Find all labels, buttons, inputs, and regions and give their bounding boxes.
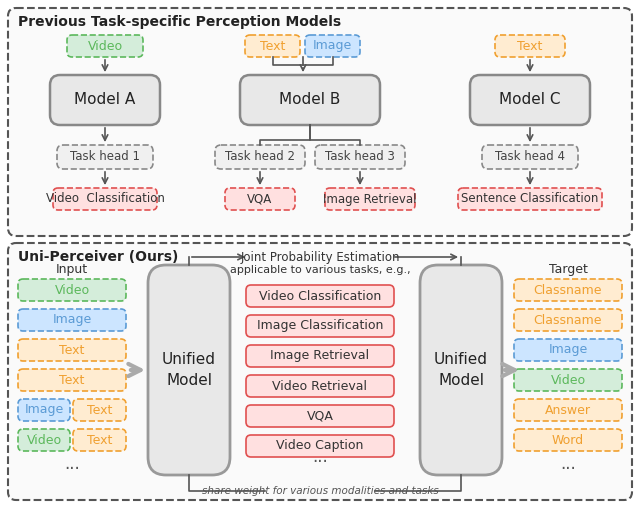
FancyBboxPatch shape [8, 8, 632, 236]
Text: Task head 4: Task head 4 [495, 150, 565, 164]
Text: Target: Target [548, 264, 588, 276]
Text: Image: Image [52, 313, 92, 327]
FancyBboxPatch shape [8, 243, 632, 500]
FancyBboxPatch shape [225, 188, 295, 210]
Text: Image Classification: Image Classification [257, 320, 383, 333]
FancyBboxPatch shape [18, 339, 126, 361]
Text: share weight for various modalities and tasks: share weight for various modalities and … [202, 486, 438, 496]
FancyBboxPatch shape [514, 279, 622, 301]
Text: Uni-Perceiver (Ours): Uni-Perceiver (Ours) [18, 250, 179, 264]
FancyBboxPatch shape [458, 188, 602, 210]
FancyBboxPatch shape [53, 188, 157, 210]
Text: VQA: VQA [307, 409, 333, 423]
FancyBboxPatch shape [246, 435, 394, 457]
Text: Image: Image [548, 343, 588, 357]
FancyBboxPatch shape [73, 399, 126, 421]
FancyBboxPatch shape [18, 279, 126, 301]
FancyBboxPatch shape [514, 339, 622, 361]
FancyBboxPatch shape [57, 145, 153, 169]
FancyBboxPatch shape [495, 35, 565, 57]
Text: Classname: Classname [534, 313, 602, 327]
Text: Text: Text [517, 40, 543, 52]
FancyBboxPatch shape [148, 265, 230, 475]
Text: Text: Text [60, 343, 84, 357]
FancyBboxPatch shape [246, 315, 394, 337]
Text: Video: Video [88, 40, 123, 52]
FancyBboxPatch shape [482, 145, 578, 169]
Text: Image Retrieval: Image Retrieval [323, 193, 417, 206]
Text: Text: Text [260, 40, 285, 52]
Text: Joint Probability Estimation: Joint Probability Estimation [240, 250, 400, 264]
FancyBboxPatch shape [470, 75, 590, 125]
Text: Previous Task-specific Perception Models: Previous Task-specific Perception Models [18, 15, 341, 29]
FancyBboxPatch shape [325, 188, 415, 210]
Text: applicable to various tasks, e.g.,: applicable to various tasks, e.g., [230, 265, 410, 275]
Text: Video: Video [54, 283, 90, 297]
FancyBboxPatch shape [245, 35, 300, 57]
Text: Model C: Model C [499, 92, 561, 108]
FancyBboxPatch shape [514, 369, 622, 391]
Text: Video Classification: Video Classification [259, 290, 381, 302]
Text: Image: Image [313, 40, 352, 52]
FancyBboxPatch shape [18, 309, 126, 331]
Text: ...: ... [64, 455, 80, 473]
Text: Unified
Model: Unified Model [434, 352, 488, 388]
Text: Video Retrieval: Video Retrieval [273, 379, 367, 393]
FancyBboxPatch shape [18, 369, 126, 391]
Text: Word: Word [552, 433, 584, 447]
Text: Image Retrieval: Image Retrieval [271, 350, 369, 363]
FancyBboxPatch shape [514, 309, 622, 331]
FancyBboxPatch shape [246, 405, 394, 427]
FancyBboxPatch shape [240, 75, 380, 125]
FancyBboxPatch shape [50, 75, 160, 125]
Text: Text: Text [60, 373, 84, 387]
Text: Model A: Model A [74, 92, 136, 108]
Text: Unified
Model: Unified Model [162, 352, 216, 388]
Text: Image: Image [24, 403, 63, 417]
Text: ...: ... [312, 448, 328, 466]
Text: Classname: Classname [534, 283, 602, 297]
Text: Task head 2: Task head 2 [225, 150, 295, 164]
FancyBboxPatch shape [246, 345, 394, 367]
Text: Task head 1: Task head 1 [70, 150, 140, 164]
Text: Text: Text [87, 403, 112, 417]
FancyBboxPatch shape [305, 35, 360, 57]
Text: Task head 3: Task head 3 [325, 150, 395, 164]
Text: Video Caption: Video Caption [276, 439, 364, 453]
FancyBboxPatch shape [215, 145, 305, 169]
FancyBboxPatch shape [420, 265, 502, 475]
Text: Video: Video [26, 433, 61, 447]
Text: Model B: Model B [279, 92, 340, 108]
FancyBboxPatch shape [246, 375, 394, 397]
Text: Answer: Answer [545, 403, 591, 417]
FancyBboxPatch shape [315, 145, 405, 169]
FancyBboxPatch shape [514, 399, 622, 421]
Text: VQA: VQA [248, 193, 273, 206]
FancyBboxPatch shape [73, 429, 126, 451]
Text: Video  Classification: Video Classification [45, 193, 164, 206]
Text: Input: Input [56, 264, 88, 276]
Text: Sentence Classification: Sentence Classification [461, 193, 598, 206]
Text: Video: Video [550, 373, 586, 387]
Text: Text: Text [87, 433, 112, 447]
FancyBboxPatch shape [18, 429, 70, 451]
FancyBboxPatch shape [246, 285, 394, 307]
Text: ...: ... [560, 455, 576, 473]
FancyBboxPatch shape [18, 399, 70, 421]
FancyBboxPatch shape [514, 429, 622, 451]
FancyBboxPatch shape [67, 35, 143, 57]
